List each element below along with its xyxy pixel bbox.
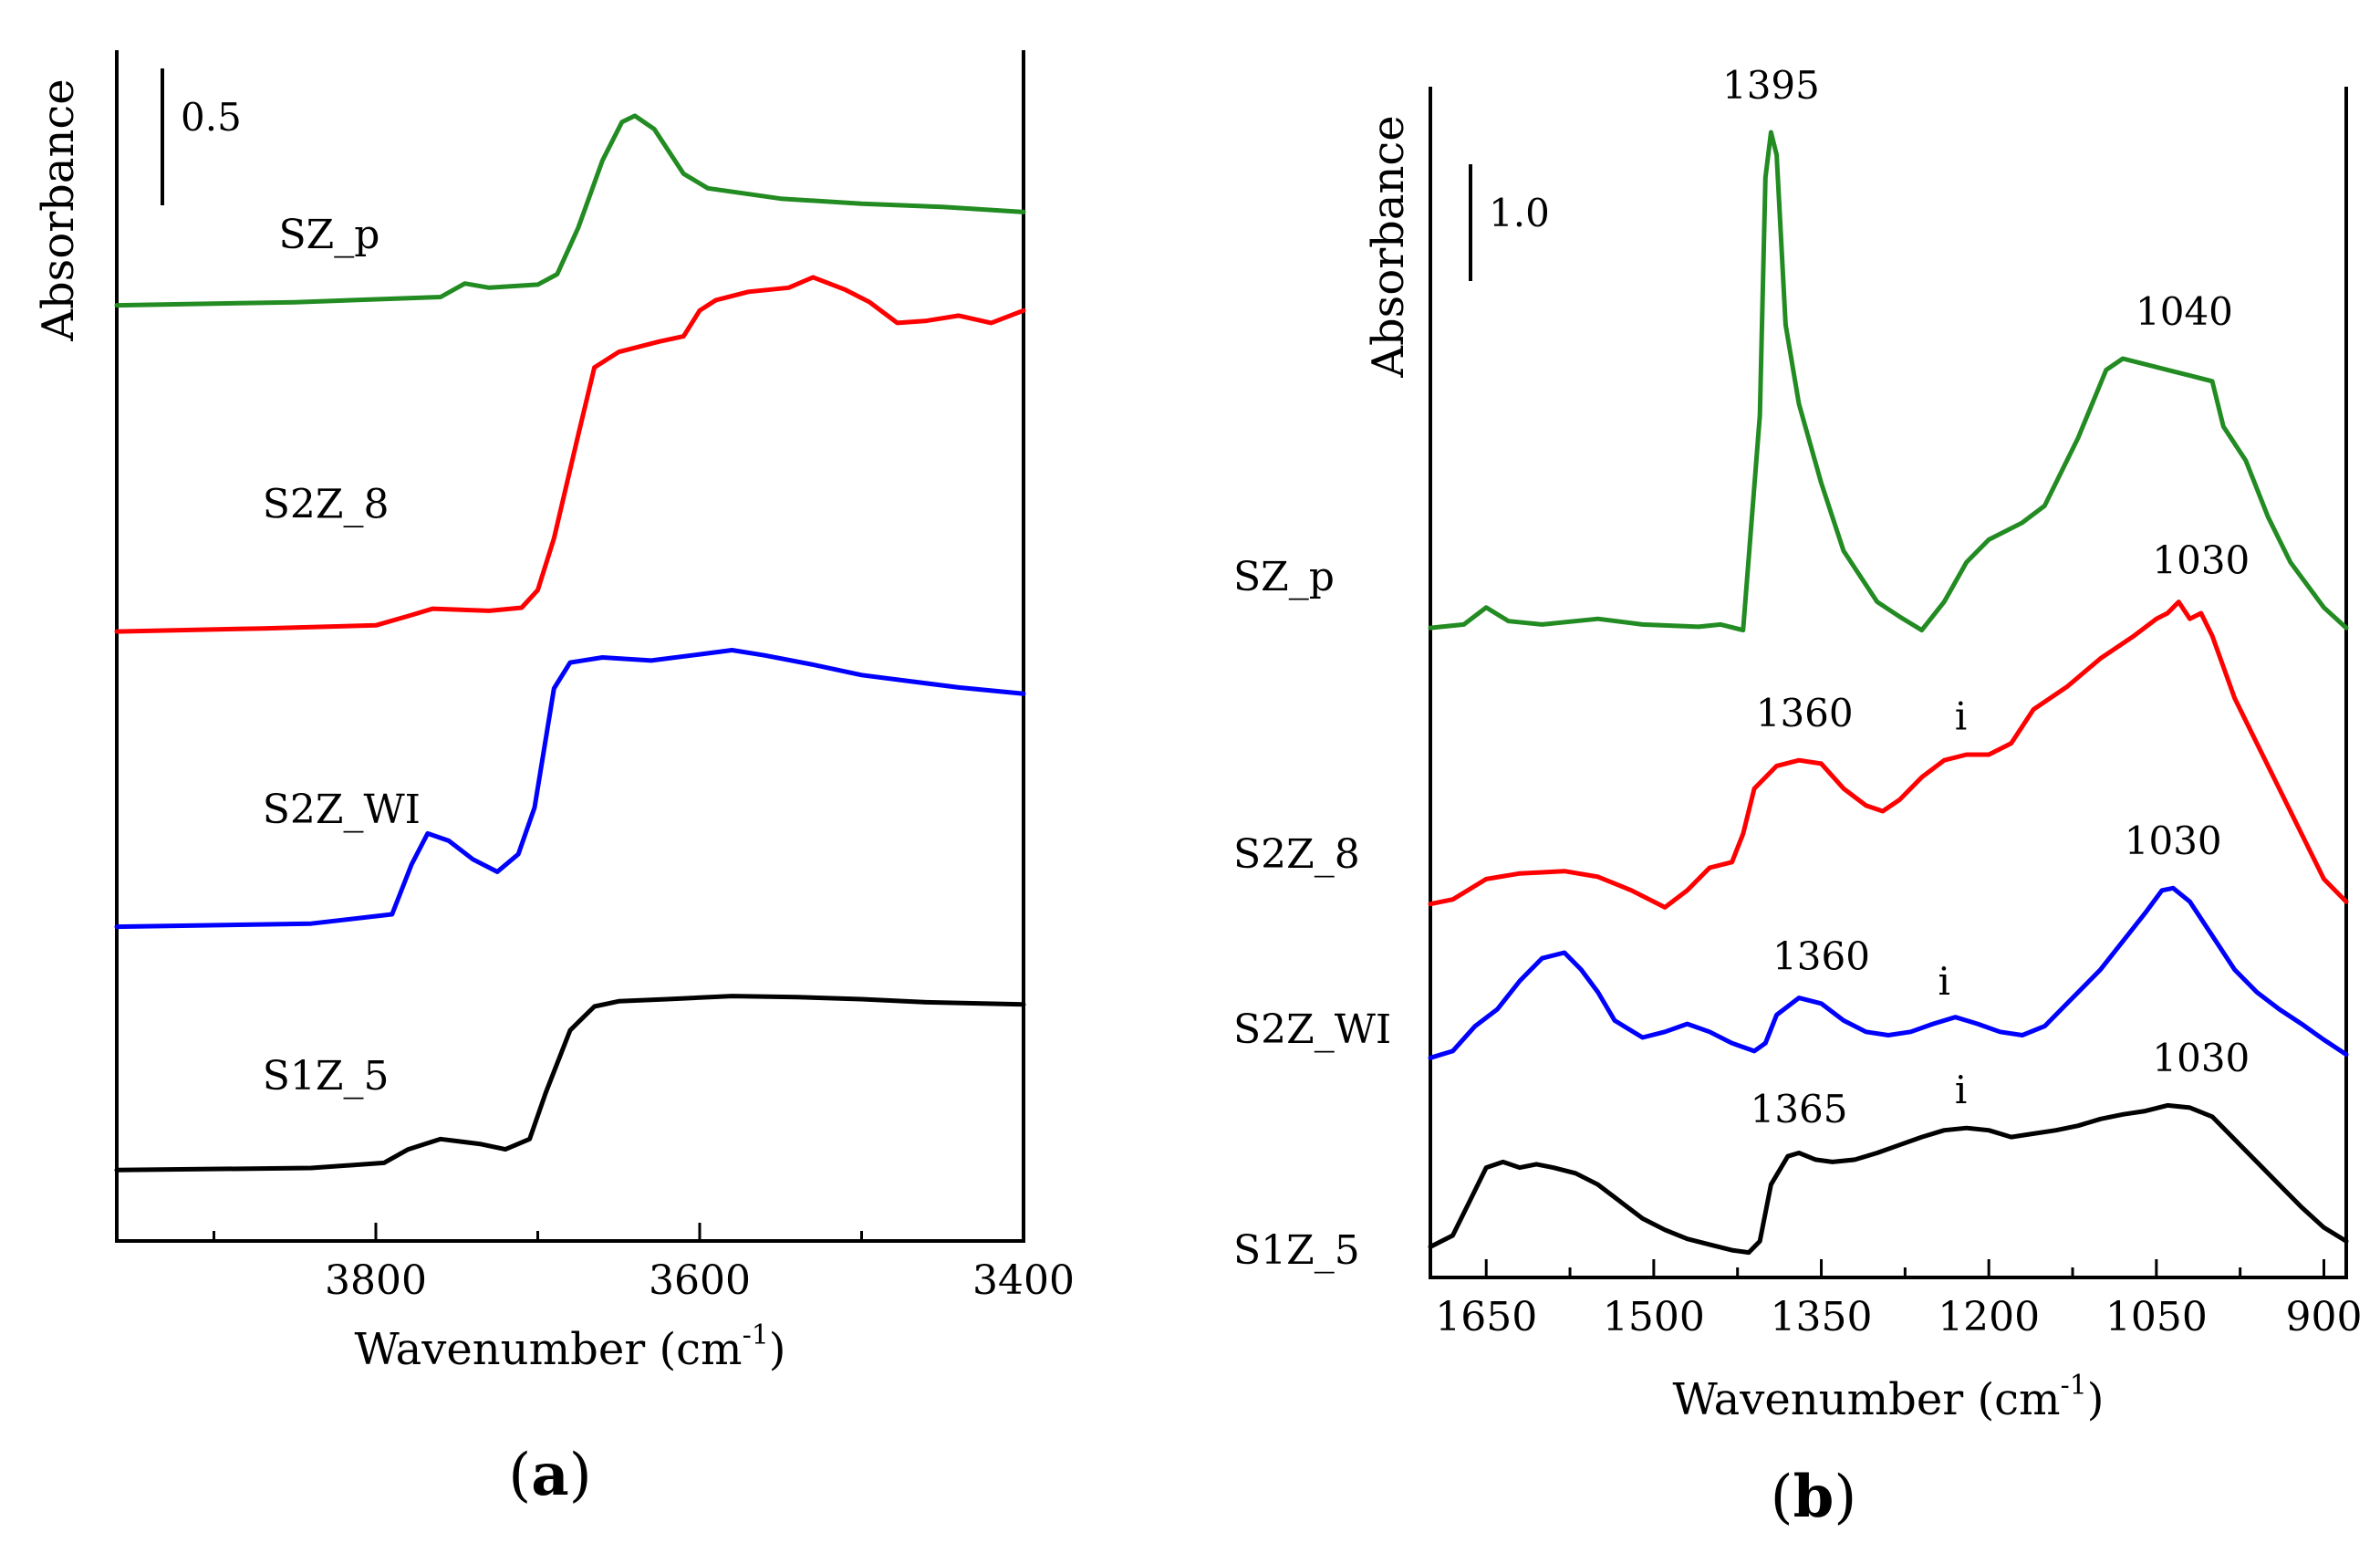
panel-label-letter: a — [531, 1441, 568, 1509]
panel-label-close: ) — [1834, 1464, 1856, 1531]
series-label: S2Z_8 — [263, 481, 390, 527]
series-label: SZ_p — [279, 212, 380, 258]
peak-annotation: 1360 — [1772, 934, 1870, 979]
peak-annotation: i — [1938, 959, 1950, 1004]
panel-label: (b) — [1771, 1463, 1857, 1531]
x-tick-label: 3400 — [972, 1257, 1075, 1304]
x-tick-label: 3800 — [325, 1257, 427, 1304]
series-line-s2z-8 — [114, 275, 1026, 634]
x-axis-title-superscript: -1 — [2061, 1370, 2087, 1402]
axis-frame — [115, 50, 1025, 1243]
x-axis-title-close: ) — [2087, 1374, 2105, 1425]
series-line-s1z-5 — [1428, 1102, 2349, 1256]
series-line-s2z-wi — [1428, 885, 2349, 1060]
x-tick-label: 1500 — [1603, 1294, 1705, 1340]
panel-label-letter: b — [1793, 1463, 1834, 1531]
x-tick-label: 1200 — [1938, 1294, 2040, 1340]
scale-bar-label: 0.5 — [181, 95, 242, 140]
x-axis-title-superscript: -1 — [743, 1319, 769, 1351]
peak-annotation: 1365 — [1751, 1087, 1848, 1131]
peak-annotation: 1040 — [2136, 289, 2233, 334]
series-line-s2z-8 — [1428, 599, 2349, 910]
peak-annotation: 1395 — [1722, 63, 1820, 108]
panel-label-close: ) — [569, 1442, 592, 1509]
y-axis-title: Absorbance — [1363, 115, 1414, 378]
panel-a: 3800 3600 3400 Wavenumber (cm-1) Absorbance 0… — [33, 50, 1075, 1509]
panel-label-open: ( — [1771, 1464, 1793, 1531]
x-tick-label: 1050 — [2105, 1294, 2208, 1340]
series-line-sz-p — [1428, 130, 2349, 633]
x-tick-label: 1650 — [1435, 1294, 1537, 1340]
series-label: S1Z_5 — [263, 1053, 390, 1100]
axis-frame — [1429, 87, 2348, 1279]
series-label: SZ_p — [1233, 554, 1335, 600]
series-label: S2Z_8 — [1233, 831, 1360, 878]
peak-annotation: i — [1955, 1068, 1967, 1112]
peak-annotation: 1030 — [2152, 538, 2250, 583]
x-axis-title-close: ) — [769, 1324, 786, 1375]
peak-annotation: i — [1955, 694, 1967, 739]
x-tick-label: 900 — [2286, 1294, 2363, 1340]
x-axis-title-main: Wavenumber (cm — [1672, 1374, 2060, 1425]
series-label: S2Z_WI — [1233, 1006, 1391, 1053]
x-axis-title-main: Wavenumber (cm — [354, 1324, 742, 1375]
peak-annotation: 1030 — [2125, 818, 2222, 863]
y-axis-title: Absorbance — [33, 78, 84, 341]
series-line-s1z-5 — [114, 994, 1026, 1173]
x-axis-title: Wavenumber (cm-1) — [1672, 1370, 2104, 1425]
peak-annotation: 1030 — [2152, 1036, 2250, 1080]
x-axis-title: Wavenumber (cm-1) — [354, 1319, 785, 1375]
x-tick-label: 3600 — [649, 1257, 751, 1304]
panel-label-open: ( — [508, 1442, 531, 1509]
scale-bar-label: 1.0 — [1489, 191, 1550, 235]
series-label: S2Z_WI — [263, 787, 421, 833]
panel-b: 1650 1500 1350 1200 1050 900 Wavenumber (cm-1)… — [1233, 63, 2363, 1531]
peak-annotation: 1360 — [1756, 691, 1854, 735]
series-line-sz-p — [114, 113, 1026, 308]
series-line-s2z-wi — [114, 648, 1026, 930]
series-label: S1Z_5 — [1233, 1227, 1360, 1274]
x-tick-label: 1350 — [1771, 1294, 1873, 1340]
panel-label: (a) — [508, 1441, 591, 1509]
